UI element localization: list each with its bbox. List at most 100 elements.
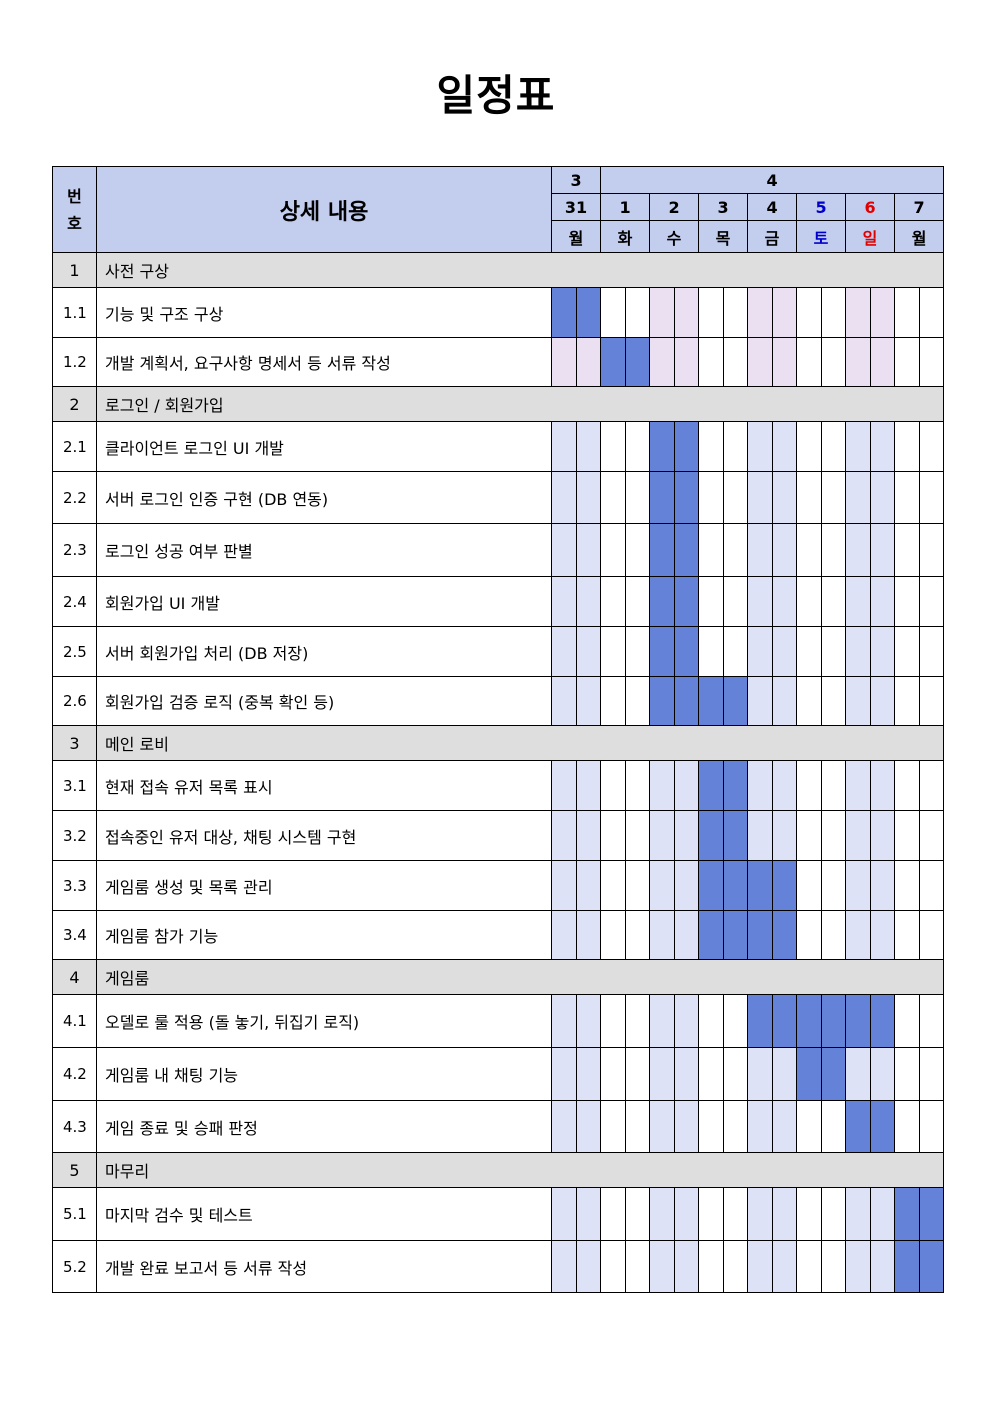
gantt-bar-cell: [796, 1047, 822, 1101]
header-weekday: 목: [698, 220, 749, 253]
gantt-cell: [771, 1047, 798, 1101]
gantt-cell: [673, 994, 700, 1048]
header-date: 1: [600, 193, 651, 221]
task-description: 기능 및 구조 구상: [96, 287, 552, 338]
task-description: 서버 회원가입 처리 (DB 저장): [96, 626, 552, 677]
header-date: 2: [649, 193, 700, 221]
gantt-cell: [820, 760, 847, 811]
header-date: 5: [796, 193, 847, 221]
task-row: 3.3 게임룸 생성 및 목록 관리: [52, 860, 945, 911]
gantt-cell: [722, 1100, 749, 1153]
gantt-cell: [551, 1100, 577, 1153]
gantt-cell: [820, 1187, 847, 1241]
gantt-cell: [551, 1240, 577, 1293]
gantt-bar-cell: [698, 760, 724, 811]
gantt-cell: [747, 287, 773, 338]
task-description: 마지막 검수 및 테스트: [96, 1187, 552, 1241]
gantt-cell: [820, 337, 847, 387]
gantt-cell: [747, 337, 773, 387]
gantt-cell: [747, 471, 773, 524]
gantt-cell: [722, 1187, 749, 1241]
gantt-cell: [845, 676, 871, 726]
task-row: 4.2 게임룸 내 채팅 기능: [52, 1047, 945, 1101]
gantt-bar-cell: [820, 1047, 847, 1101]
gantt-cell: [624, 810, 651, 861]
task-description: 개발 완료 보고서 등 서류 작성: [96, 1240, 552, 1293]
gantt-cell: [698, 1187, 724, 1241]
gantt-cell: [600, 1187, 626, 1241]
gantt-bar-cell: [673, 421, 700, 472]
gantt-cell: [796, 810, 822, 861]
gantt-bar-cell: [747, 910, 773, 960]
gantt-bar-cell: [894, 1240, 920, 1293]
gantt-cell: [918, 626, 945, 677]
gantt-bar-cell: [649, 576, 675, 627]
gantt-cell: [624, 576, 651, 627]
gantt-cell: [894, 676, 920, 726]
gantt-cell: [624, 626, 651, 677]
gantt-cell: [747, 1047, 773, 1101]
gantt-cell: [722, 421, 749, 472]
task-row: 4.3 게임 종료 및 승패 판정: [52, 1100, 945, 1153]
gantt-bar-cell: [918, 1240, 945, 1293]
gantt-cell: [673, 287, 700, 338]
task-row: 3.2 접속중인 유저 대상, 채팅 시스템 구현: [52, 810, 945, 861]
gantt-cell: [673, 860, 700, 911]
gantt-cell: [600, 860, 626, 911]
gantt-bar-cell: [698, 676, 724, 726]
section-number: 5: [52, 1152, 97, 1188]
gantt-cell: [820, 421, 847, 472]
gantt-cell: [698, 994, 724, 1048]
gantt-cell: [649, 860, 675, 911]
gantt-cell: [845, 1047, 871, 1101]
gantt-cell: [869, 421, 896, 472]
gantt-cell: [673, 337, 700, 387]
gantt-cell: [845, 1187, 871, 1241]
task-row: 1.2 개발 계획서, 요구사항 명세서 등 서류 작성: [52, 337, 945, 387]
gantt-bar-cell: [894, 1187, 920, 1241]
gantt-cell: [820, 576, 847, 627]
gantt-cell: [575, 523, 602, 577]
gantt-cell: [575, 994, 602, 1048]
gantt-cell: [869, 1047, 896, 1101]
gantt-bar-cell: [845, 1100, 871, 1153]
gantt-cell: [845, 287, 871, 338]
section-row: 4 게임룸: [52, 959, 945, 995]
gantt-cell: [894, 910, 920, 960]
gantt-cell: [820, 1100, 847, 1153]
gantt-cell: [918, 1100, 945, 1153]
gantt-cell: [575, 626, 602, 677]
gantt-cell: [771, 1187, 798, 1241]
gantt-cell: [747, 421, 773, 472]
section-title: 메인 로비: [95, 725, 945, 761]
gantt-cell: [869, 576, 896, 627]
section-title: 게임룸: [95, 959, 945, 995]
gantt-cell: [820, 471, 847, 524]
task-number: 2.4: [52, 576, 97, 627]
gantt-cell: [796, 576, 822, 627]
task-number: 2.3: [52, 523, 97, 577]
gantt-cell: [698, 421, 724, 472]
gantt-cell: [600, 810, 626, 861]
gantt-cell: [918, 421, 945, 472]
header-content: 상세 내용: [96, 166, 552, 253]
section-number: 4: [52, 959, 97, 995]
gantt-cell: [551, 994, 577, 1048]
gantt-cell: [918, 1047, 945, 1101]
gantt-cell: [894, 287, 920, 338]
gantt-cell: [600, 760, 626, 811]
gantt-bar-cell: [820, 994, 847, 1048]
gantt-cell: [845, 337, 871, 387]
gantt-cell: [551, 471, 577, 524]
header-date: 3: [698, 193, 749, 221]
header-date: 7: [894, 193, 945, 221]
gantt-cell: [600, 523, 626, 577]
task-number: 2.6: [52, 676, 97, 726]
gantt-cell: [649, 1100, 675, 1153]
gantt-cell: [698, 471, 724, 524]
gantt-cell: [673, 810, 700, 861]
gantt-cell: [551, 337, 577, 387]
gantt-cell: [771, 760, 798, 811]
gantt-cell: [869, 810, 896, 861]
task-number: 3.3: [52, 860, 97, 911]
